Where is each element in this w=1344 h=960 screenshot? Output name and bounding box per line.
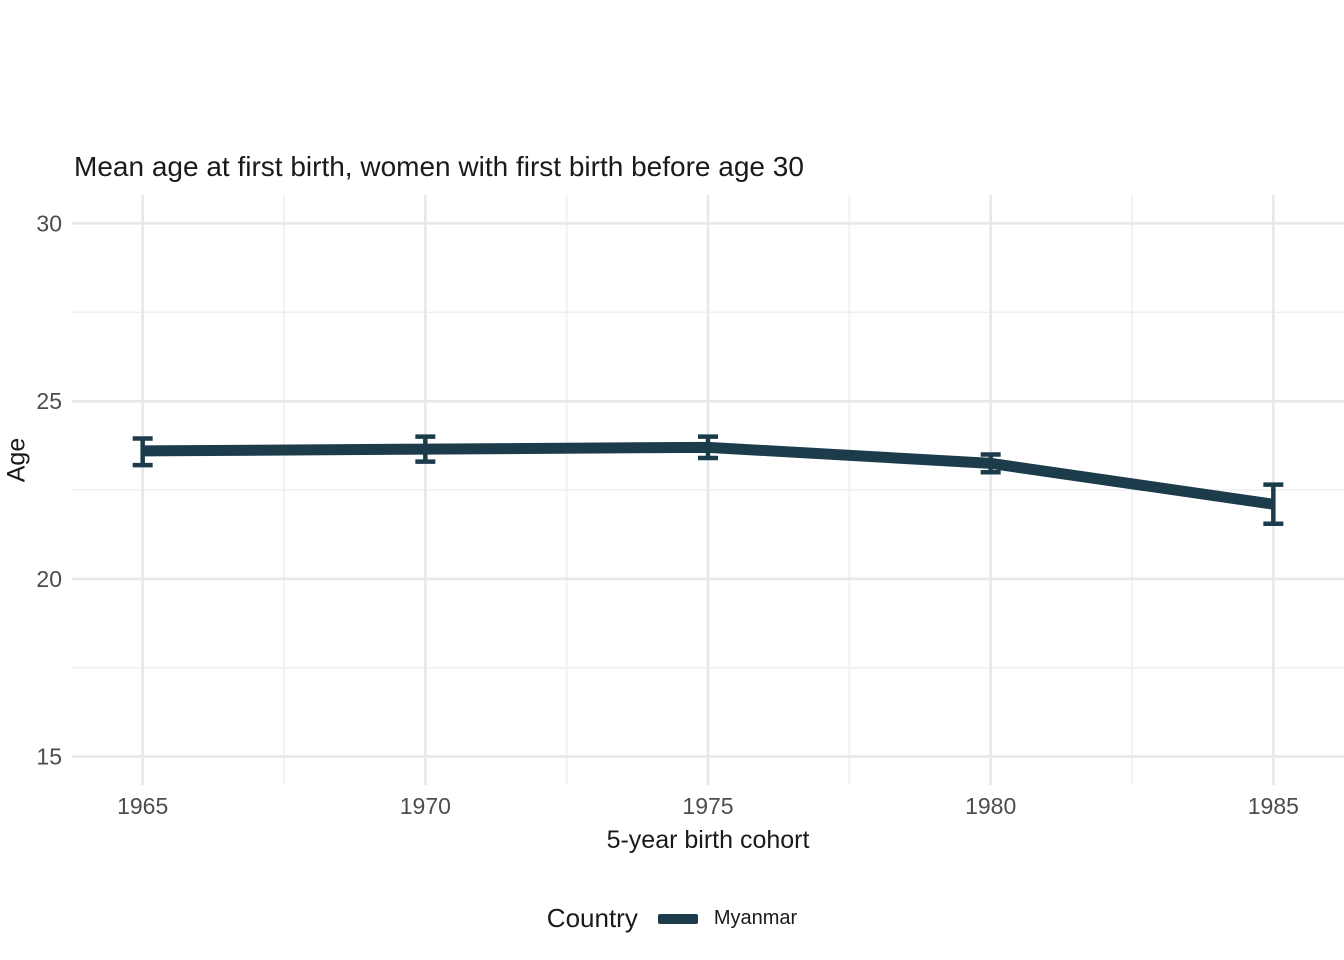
x-tick-label: 1975	[682, 793, 733, 819]
legend-item-label: Myanmar	[713, 907, 798, 929]
x-tick-label: 1980	[965, 793, 1016, 819]
legend: Country Myanmar	[0, 903, 1344, 934]
y-tick-label: 25	[36, 388, 62, 414]
x-tick-label: 1985	[1248, 793, 1299, 819]
legend-items: Myanmar	[657, 907, 798, 930]
legend-title: Country	[546, 903, 638, 933]
y-tick-label: 20	[36, 566, 62, 592]
y-axis-title: Age	[2, 437, 31, 483]
x-tick-label: 1970	[400, 793, 451, 819]
x-tick-label: 1965	[117, 793, 168, 819]
chart-title: Mean age at first birth, women with firs…	[74, 151, 804, 182]
y-tick-label: 30	[36, 210, 62, 236]
y-tick-label: 15	[36, 744, 62, 770]
x-axis-title: 5-year birth cohort	[606, 826, 810, 854]
legend-key-swatch	[657, 913, 698, 924]
legend-item: Myanmar	[657, 907, 798, 930]
